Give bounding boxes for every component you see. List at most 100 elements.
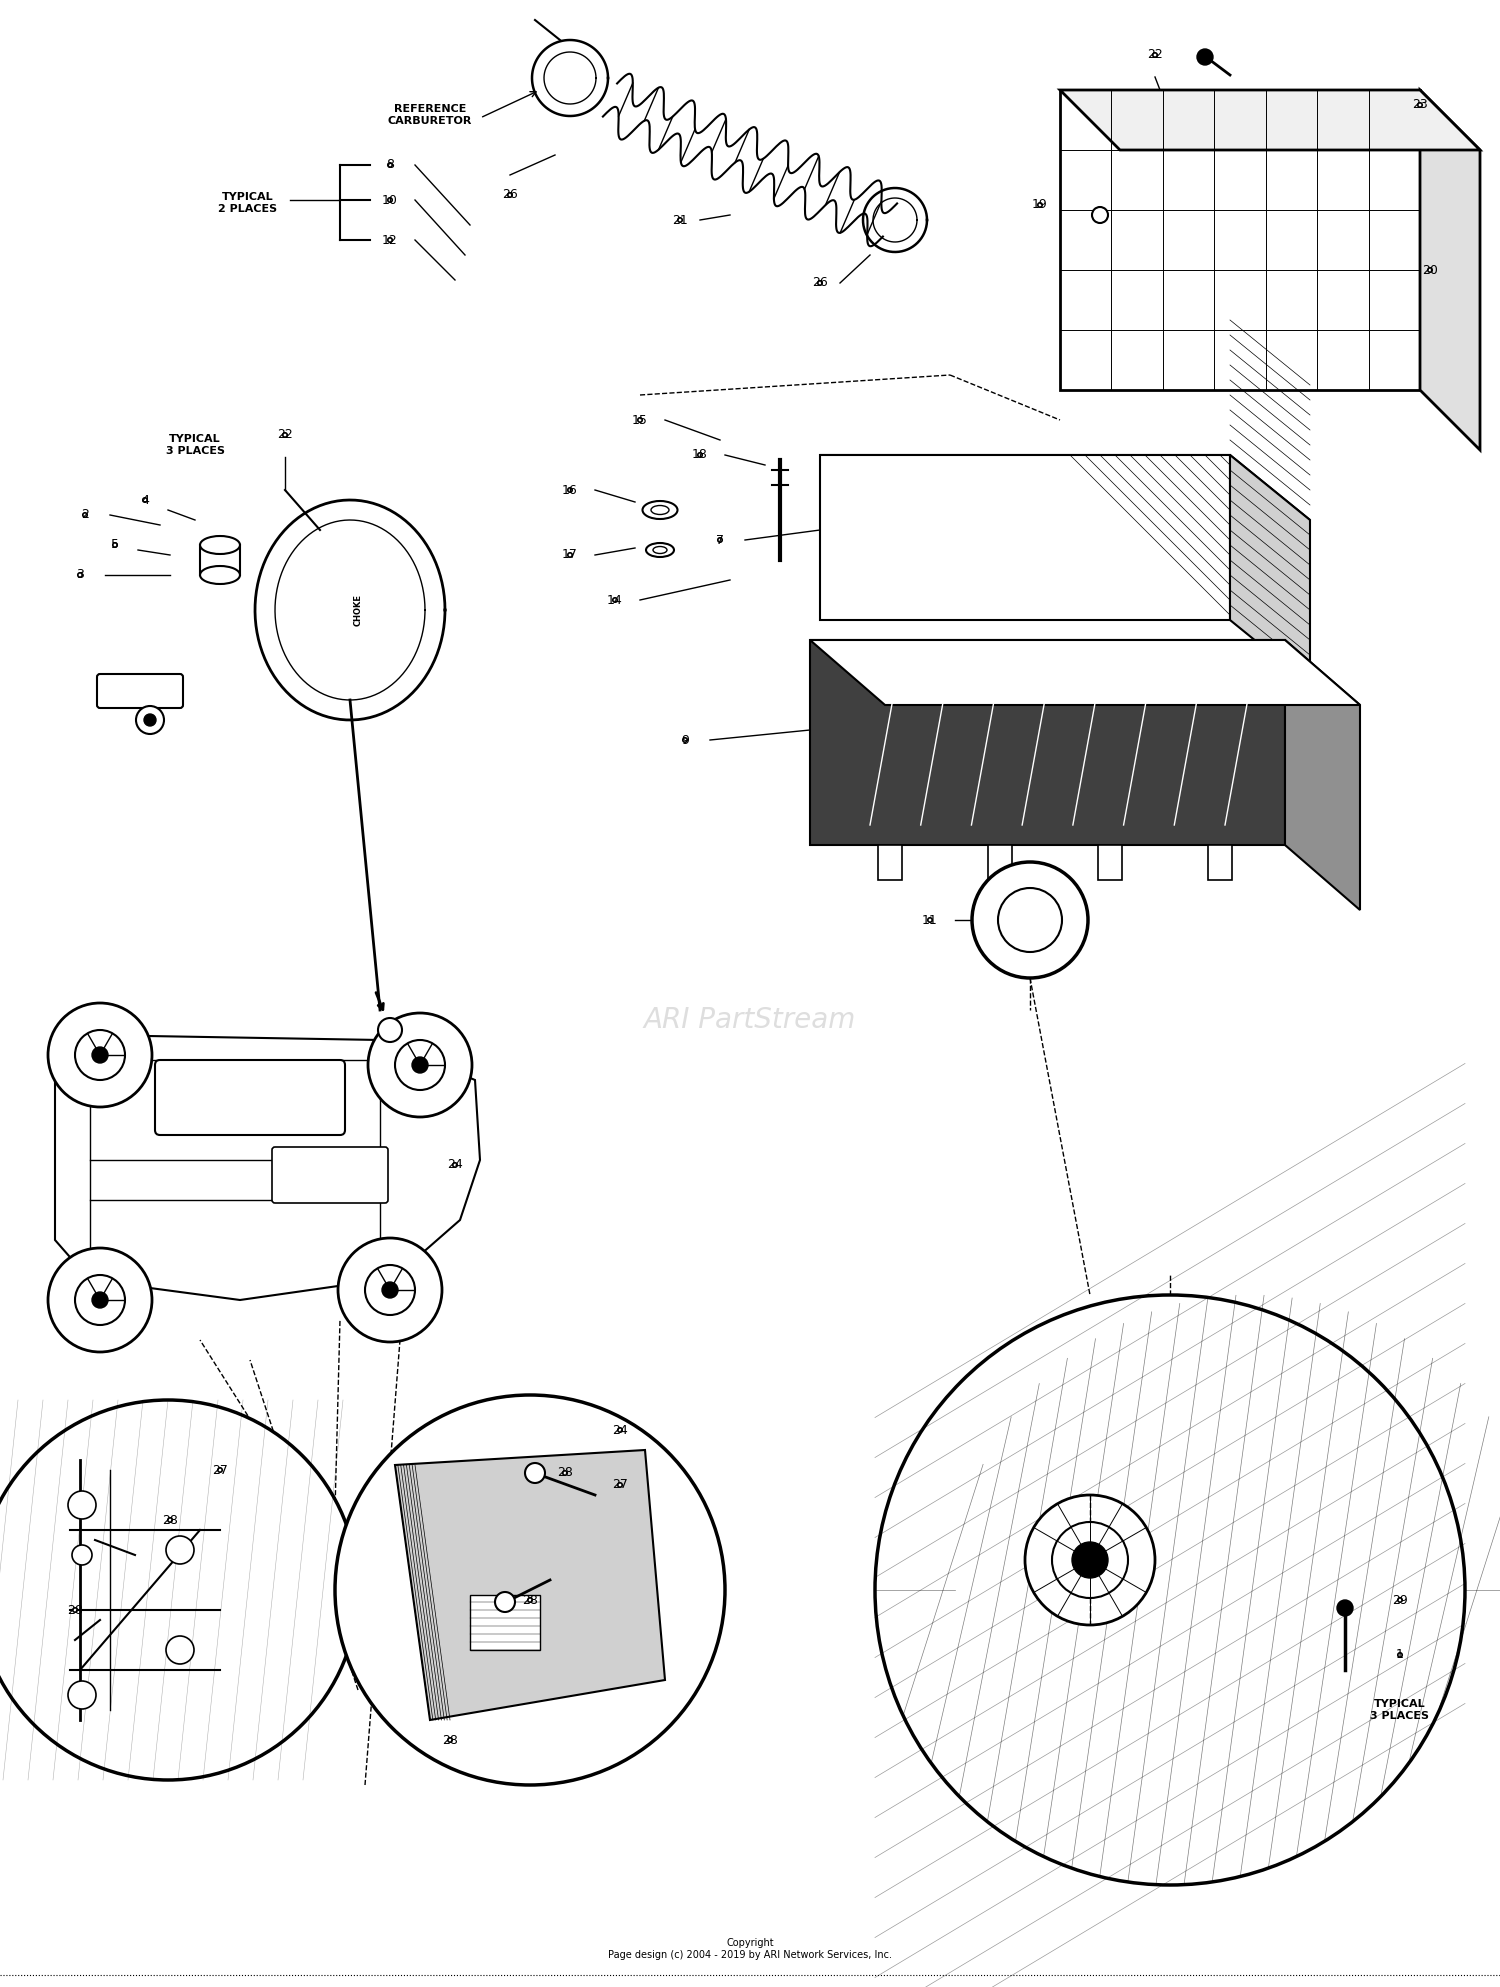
Text: 22: 22 (1148, 48, 1162, 62)
Circle shape (82, 513, 87, 517)
Circle shape (338, 1238, 442, 1341)
FancyBboxPatch shape (272, 1146, 388, 1202)
Polygon shape (810, 640, 1360, 705)
Text: REFERENCE
CARBURETOR: REFERENCE CARBURETOR (388, 103, 472, 125)
Text: 7: 7 (716, 533, 724, 546)
Circle shape (382, 1282, 398, 1298)
Text: CHOKE: CHOKE (354, 594, 363, 626)
Polygon shape (394, 1451, 664, 1721)
Circle shape (217, 1468, 222, 1472)
Text: 17: 17 (562, 548, 578, 562)
FancyBboxPatch shape (470, 1596, 540, 1649)
Ellipse shape (651, 505, 669, 515)
Circle shape (394, 1039, 445, 1091)
Circle shape (413, 1057, 428, 1073)
FancyBboxPatch shape (810, 640, 1286, 844)
FancyBboxPatch shape (1060, 89, 1420, 389)
Circle shape (1038, 203, 1042, 207)
Circle shape (1092, 207, 1108, 223)
Text: 28: 28 (162, 1514, 178, 1526)
Text: 28: 28 (442, 1733, 458, 1747)
Text: 26: 26 (812, 276, 828, 290)
Circle shape (142, 499, 147, 503)
Circle shape (75, 1029, 124, 1081)
Ellipse shape (200, 566, 240, 584)
Circle shape (1072, 1542, 1108, 1578)
Text: 27: 27 (211, 1464, 228, 1476)
Circle shape (818, 280, 822, 286)
Text: 10: 10 (382, 193, 398, 207)
Text: TYPICAL
2 PLACES: TYPICAL 2 PLACES (219, 193, 278, 215)
Circle shape (718, 538, 722, 542)
Circle shape (1428, 268, 1432, 272)
Circle shape (388, 238, 392, 242)
Circle shape (68, 1681, 96, 1709)
Circle shape (1154, 54, 1156, 58)
Circle shape (378, 1017, 402, 1041)
Polygon shape (1286, 640, 1360, 910)
Ellipse shape (642, 501, 678, 519)
Text: 24: 24 (612, 1423, 628, 1437)
Ellipse shape (200, 536, 240, 554)
Text: 12: 12 (382, 234, 398, 246)
Text: 14: 14 (608, 594, 622, 606)
Text: TYPICAL
3 PLACES: TYPICAL 3 PLACES (165, 435, 225, 455)
Circle shape (495, 1592, 514, 1611)
FancyBboxPatch shape (878, 844, 902, 880)
Text: 23: 23 (1412, 99, 1428, 111)
Text: 28: 28 (522, 1594, 538, 1607)
Text: Copyright
Page design (c) 2004 - 2019 by ARI Network Services, Inc.: Copyright Page design (c) 2004 - 2019 by… (608, 1937, 892, 1959)
Text: 20: 20 (1422, 264, 1438, 276)
FancyBboxPatch shape (1098, 844, 1122, 880)
Circle shape (682, 737, 687, 743)
Circle shape (528, 1598, 532, 1602)
Circle shape (78, 572, 82, 576)
Circle shape (368, 1013, 472, 1117)
FancyBboxPatch shape (98, 674, 183, 707)
Text: 15: 15 (632, 413, 648, 427)
Circle shape (453, 1162, 458, 1166)
FancyBboxPatch shape (1208, 844, 1231, 880)
Circle shape (334, 1395, 724, 1784)
Circle shape (74, 1607, 76, 1611)
Circle shape (92, 1047, 108, 1063)
Circle shape (509, 193, 512, 197)
Polygon shape (1230, 455, 1310, 686)
Text: 29: 29 (1392, 1594, 1408, 1607)
Circle shape (562, 1470, 567, 1474)
Circle shape (614, 598, 616, 602)
Circle shape (1052, 1522, 1128, 1598)
Text: 24: 24 (447, 1158, 464, 1172)
Circle shape (364, 1266, 416, 1315)
Text: 26: 26 (503, 189, 518, 201)
Circle shape (388, 199, 392, 203)
FancyBboxPatch shape (821, 455, 1230, 620)
Polygon shape (821, 455, 1310, 521)
Text: 22: 22 (278, 429, 292, 441)
Polygon shape (1060, 89, 1480, 149)
FancyBboxPatch shape (988, 844, 1012, 880)
Circle shape (1197, 50, 1214, 66)
Circle shape (568, 552, 572, 556)
Circle shape (568, 487, 572, 493)
Circle shape (1418, 103, 1422, 107)
Ellipse shape (646, 542, 674, 556)
Circle shape (68, 1490, 96, 1518)
Text: 21: 21 (672, 213, 688, 227)
Circle shape (284, 433, 286, 437)
Text: 4: 4 (141, 493, 148, 507)
Circle shape (166, 1536, 194, 1564)
Circle shape (112, 542, 117, 546)
Circle shape (638, 417, 642, 421)
Circle shape (928, 918, 932, 922)
Polygon shape (1420, 89, 1480, 449)
Text: 18: 18 (692, 449, 708, 461)
Circle shape (1398, 1598, 1402, 1602)
Circle shape (618, 1482, 622, 1486)
Circle shape (678, 219, 682, 223)
Text: 3: 3 (76, 568, 84, 582)
Circle shape (698, 453, 702, 457)
Circle shape (618, 1429, 622, 1433)
Circle shape (48, 1248, 152, 1351)
Circle shape (1024, 1494, 1155, 1625)
